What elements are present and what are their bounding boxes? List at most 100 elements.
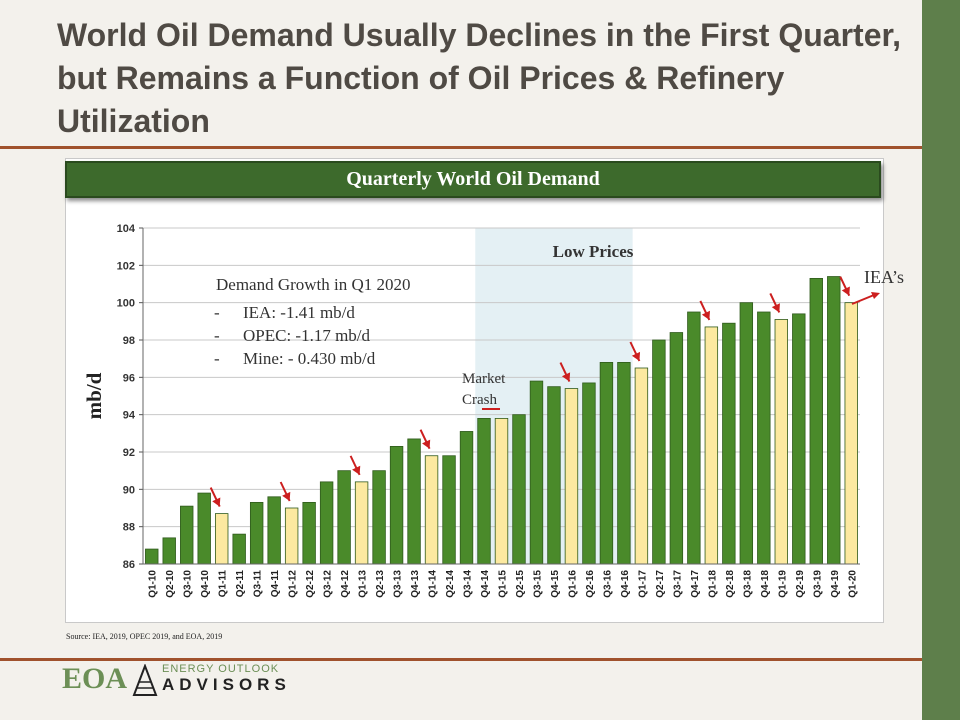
decline-arrow (419, 429, 431, 450)
bar-q3-18 (739, 302, 754, 565)
decline-arrow (699, 300, 711, 321)
growth-line-iea: IEA: -1.41 mb/d (243, 303, 355, 322)
x-tick-label: Q2-18 (725, 570, 736, 598)
x-tick-label: Q1-19 (777, 570, 788, 598)
bar-q3-16 (599, 361, 614, 565)
y-tick-label: 104 (117, 223, 136, 235)
x-tick-label: Q1-18 (707, 570, 718, 598)
market-crash-label-line1: Market (462, 371, 506, 387)
bar-q1-17 (634, 367, 649, 565)
bar-q4-12 (337, 470, 351, 565)
decline-arrow-head (631, 351, 641, 361)
x-tick-label: Q4-15 (550, 570, 561, 598)
x-tick-label: Q1-13 (358, 570, 369, 598)
x-tick-label: Q4-17 (690, 570, 701, 598)
growth-line-opec-marker: - (214, 326, 220, 345)
source-note: Source: IEA, 2019, OPEC 2019, and EOA, 2… (66, 632, 223, 641)
shaded-region-label: Low Prices (553, 242, 634, 261)
y-tick-label: 94 (123, 410, 136, 422)
x-tick-label: Q4-19 (830, 570, 841, 598)
bar-q4-18 (757, 311, 771, 565)
bar-q2-12 (302, 501, 316, 565)
decline-arrow (769, 293, 781, 313)
x-tick-label: Q1-10 (148, 570, 159, 598)
bar-q3-14 (459, 431, 474, 565)
bar-q1-13 (354, 481, 369, 565)
x-tick-label: Q3-13 (393, 570, 404, 598)
x-tick-label: Q1-12 (288, 570, 299, 598)
chart-title: Quarterly World Oil Demand (65, 161, 881, 198)
side-accent-bar (922, 0, 960, 720)
y-tick-label: 100 (117, 298, 135, 310)
bar-q4-15 (547, 386, 561, 565)
y-axis-label: mb/d (82, 372, 106, 419)
logo-eoa-text: EOA (62, 662, 128, 695)
y-tick-label: 98 (123, 335, 135, 347)
bar-q3-10 (180, 505, 194, 565)
decline-arrow-head (282, 491, 291, 501)
x-tick-label: Q4-12 (340, 570, 351, 598)
bar-q1-11 (214, 513, 229, 565)
slide-title: World Oil Demand Usually Declines in the… (57, 17, 902, 139)
company-logo: EOA ENERGY OUTLOOK ADVISORS (62, 662, 322, 696)
y-tick-label: 102 (117, 260, 135, 272)
x-tick-label: Q4-14 (480, 570, 491, 598)
bar-q1-15 (494, 417, 509, 565)
bar-q1-12 (284, 507, 299, 565)
demand-growth-title: Demand Growth in Q1 2020 (216, 275, 411, 294)
x-tick-label: Q3-10 (183, 570, 194, 598)
x-tick-label: Q3-15 (532, 570, 543, 598)
bar-q3-12 (319, 481, 334, 565)
x-tick-label: Q1-14 (428, 570, 439, 598)
bar-q4-10 (197, 492, 211, 565)
decline-arrow-head (422, 439, 431, 449)
bar-q1-10 (145, 548, 159, 565)
growth-line-mine-marker: - (214, 349, 220, 368)
decline-arrow-head (212, 497, 221, 507)
bar-q3-13 (389, 445, 404, 565)
x-tick-label: Q4-16 (620, 570, 631, 598)
oil-derrick-icon (132, 664, 158, 696)
decline-arrow-head (701, 310, 710, 320)
bar-q3-19 (809, 277, 823, 565)
iea-label: IEA’s (864, 267, 904, 287)
decline-arrow (629, 341, 641, 362)
bar-q2-18 (722, 322, 736, 565)
x-tick-label: Q3-18 (742, 570, 753, 598)
bar-q4-13 (407, 438, 421, 565)
x-tick-label: Q4-11 (270, 570, 281, 598)
demand-growth-annotation: Demand Growth in Q1 2020 - IEA: -1.41 mb… (214, 275, 411, 368)
decline-arrow (559, 362, 571, 382)
bar-q1-19 (774, 319, 789, 565)
bar-q2-10 (162, 537, 176, 565)
x-tick-label: Q1-15 (498, 570, 509, 598)
x-tick-label: Q2-12 (305, 570, 316, 598)
x-tick-label: Q2-14 (445, 570, 456, 598)
growth-line-opec: OPEC: -1.17 mb/d (243, 326, 371, 345)
y-tick-label: 88 (123, 522, 135, 534)
y-tick-label: 96 (123, 372, 135, 384)
decline-arrow (279, 481, 291, 502)
x-tick-label: Q4-18 (760, 570, 771, 598)
bar-q2-16 (582, 382, 596, 565)
x-tick-label: Q2-16 (585, 570, 596, 598)
bar-q4-19 (827, 276, 841, 565)
x-tick-label: Q3-14 (463, 570, 474, 598)
bar-q1-18 (704, 326, 719, 565)
bar-q3-15 (529, 380, 544, 565)
x-tick-label: Q2-19 (795, 570, 806, 598)
x-tick-label: Q3-11 (253, 570, 264, 598)
bar-q1-16 (564, 388, 579, 565)
title-divider (0, 146, 922, 149)
growth-line-mine: Mine: - 0.430 mb/d (243, 349, 376, 368)
bar-q2-13 (372, 470, 386, 565)
growth-line-iea-marker: - (214, 303, 220, 322)
bar-q2-11 (232, 533, 246, 565)
market-crash-label-line2: Crash (462, 392, 497, 408)
logo-tagline: ENERGY OUTLOOK (162, 663, 280, 675)
decline-arrow (349, 455, 361, 476)
bar-q3-17 (669, 332, 684, 565)
x-tick-label: Q2-10 (165, 570, 176, 598)
x-tick-label: Q2-11 (235, 570, 246, 598)
